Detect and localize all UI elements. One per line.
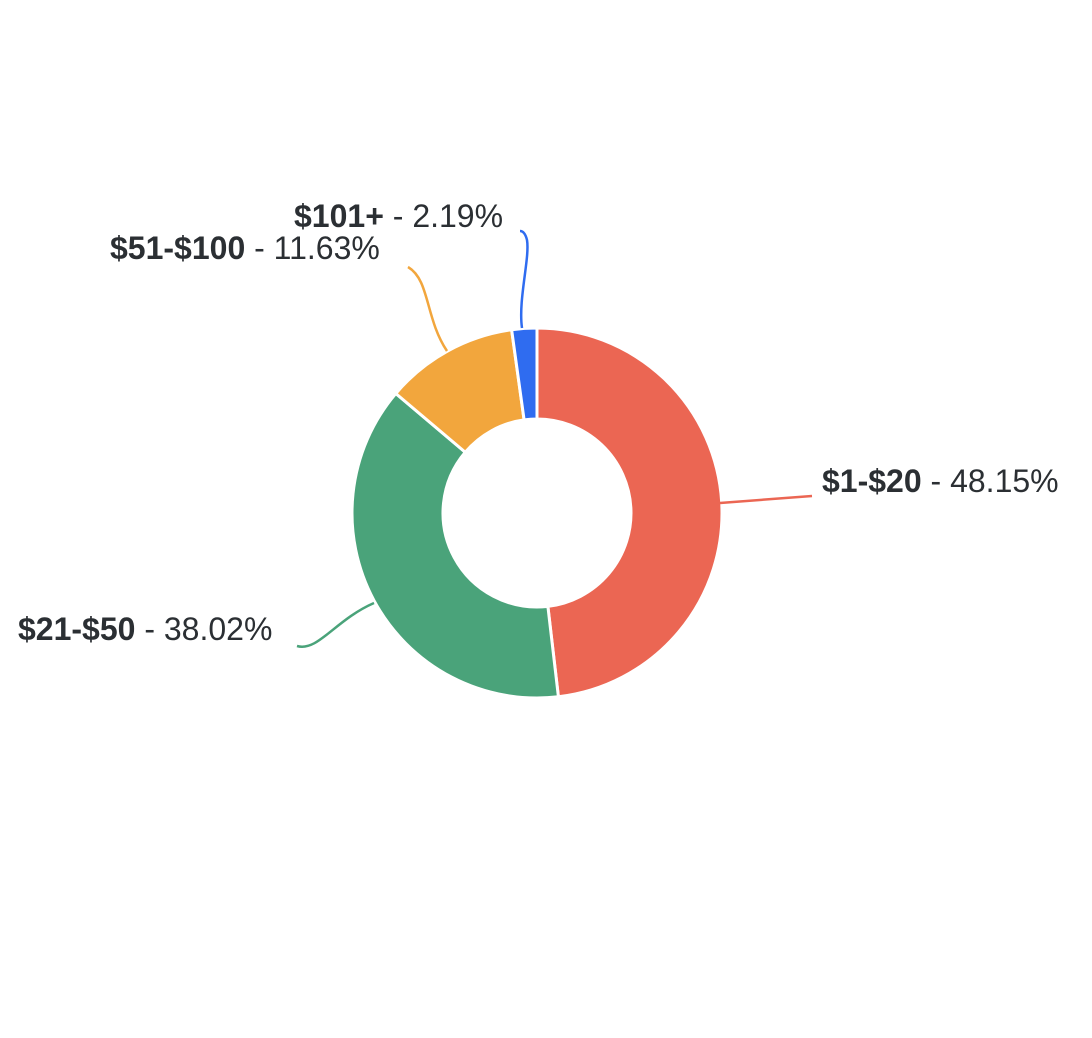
percent-label: - 48.15% (922, 463, 1059, 499)
leader-line-4 (519, 229, 529, 329)
category-label: $1-$20 (822, 463, 922, 499)
data-label-3: $51-$100 - 11.63% (110, 230, 380, 266)
slices-group (350, 326, 724, 700)
leader-line-3 (407, 265, 449, 352)
data-label-4: $101+ - 2.19% (294, 198, 503, 234)
category-label: $51-$100 (110, 230, 245, 266)
labels-group: $1-$20 - 48.15% $21-$50 - 38.02% $51-$100 … (18, 198, 1059, 647)
percent-label: - 2.19% (384, 198, 503, 234)
data-label-2: $21-$50 - 38.02% (18, 611, 272, 647)
leader-lines-group (296, 229, 813, 648)
percent-label: - 11.63% (245, 230, 380, 266)
data-label-1: $1-$20 - 48.15% (822, 463, 1059, 499)
category-label: $101+ (294, 198, 384, 234)
slice-2[interactable] (350, 391, 560, 700)
leader-line-2 (296, 601, 375, 648)
slice-4[interactable] (510, 326, 539, 422)
slice-1[interactable] (535, 326, 724, 699)
percent-label: - 38.02% (135, 611, 272, 647)
category-label: $21-$50 (18, 611, 135, 647)
leader-line-1 (719, 494, 813, 505)
